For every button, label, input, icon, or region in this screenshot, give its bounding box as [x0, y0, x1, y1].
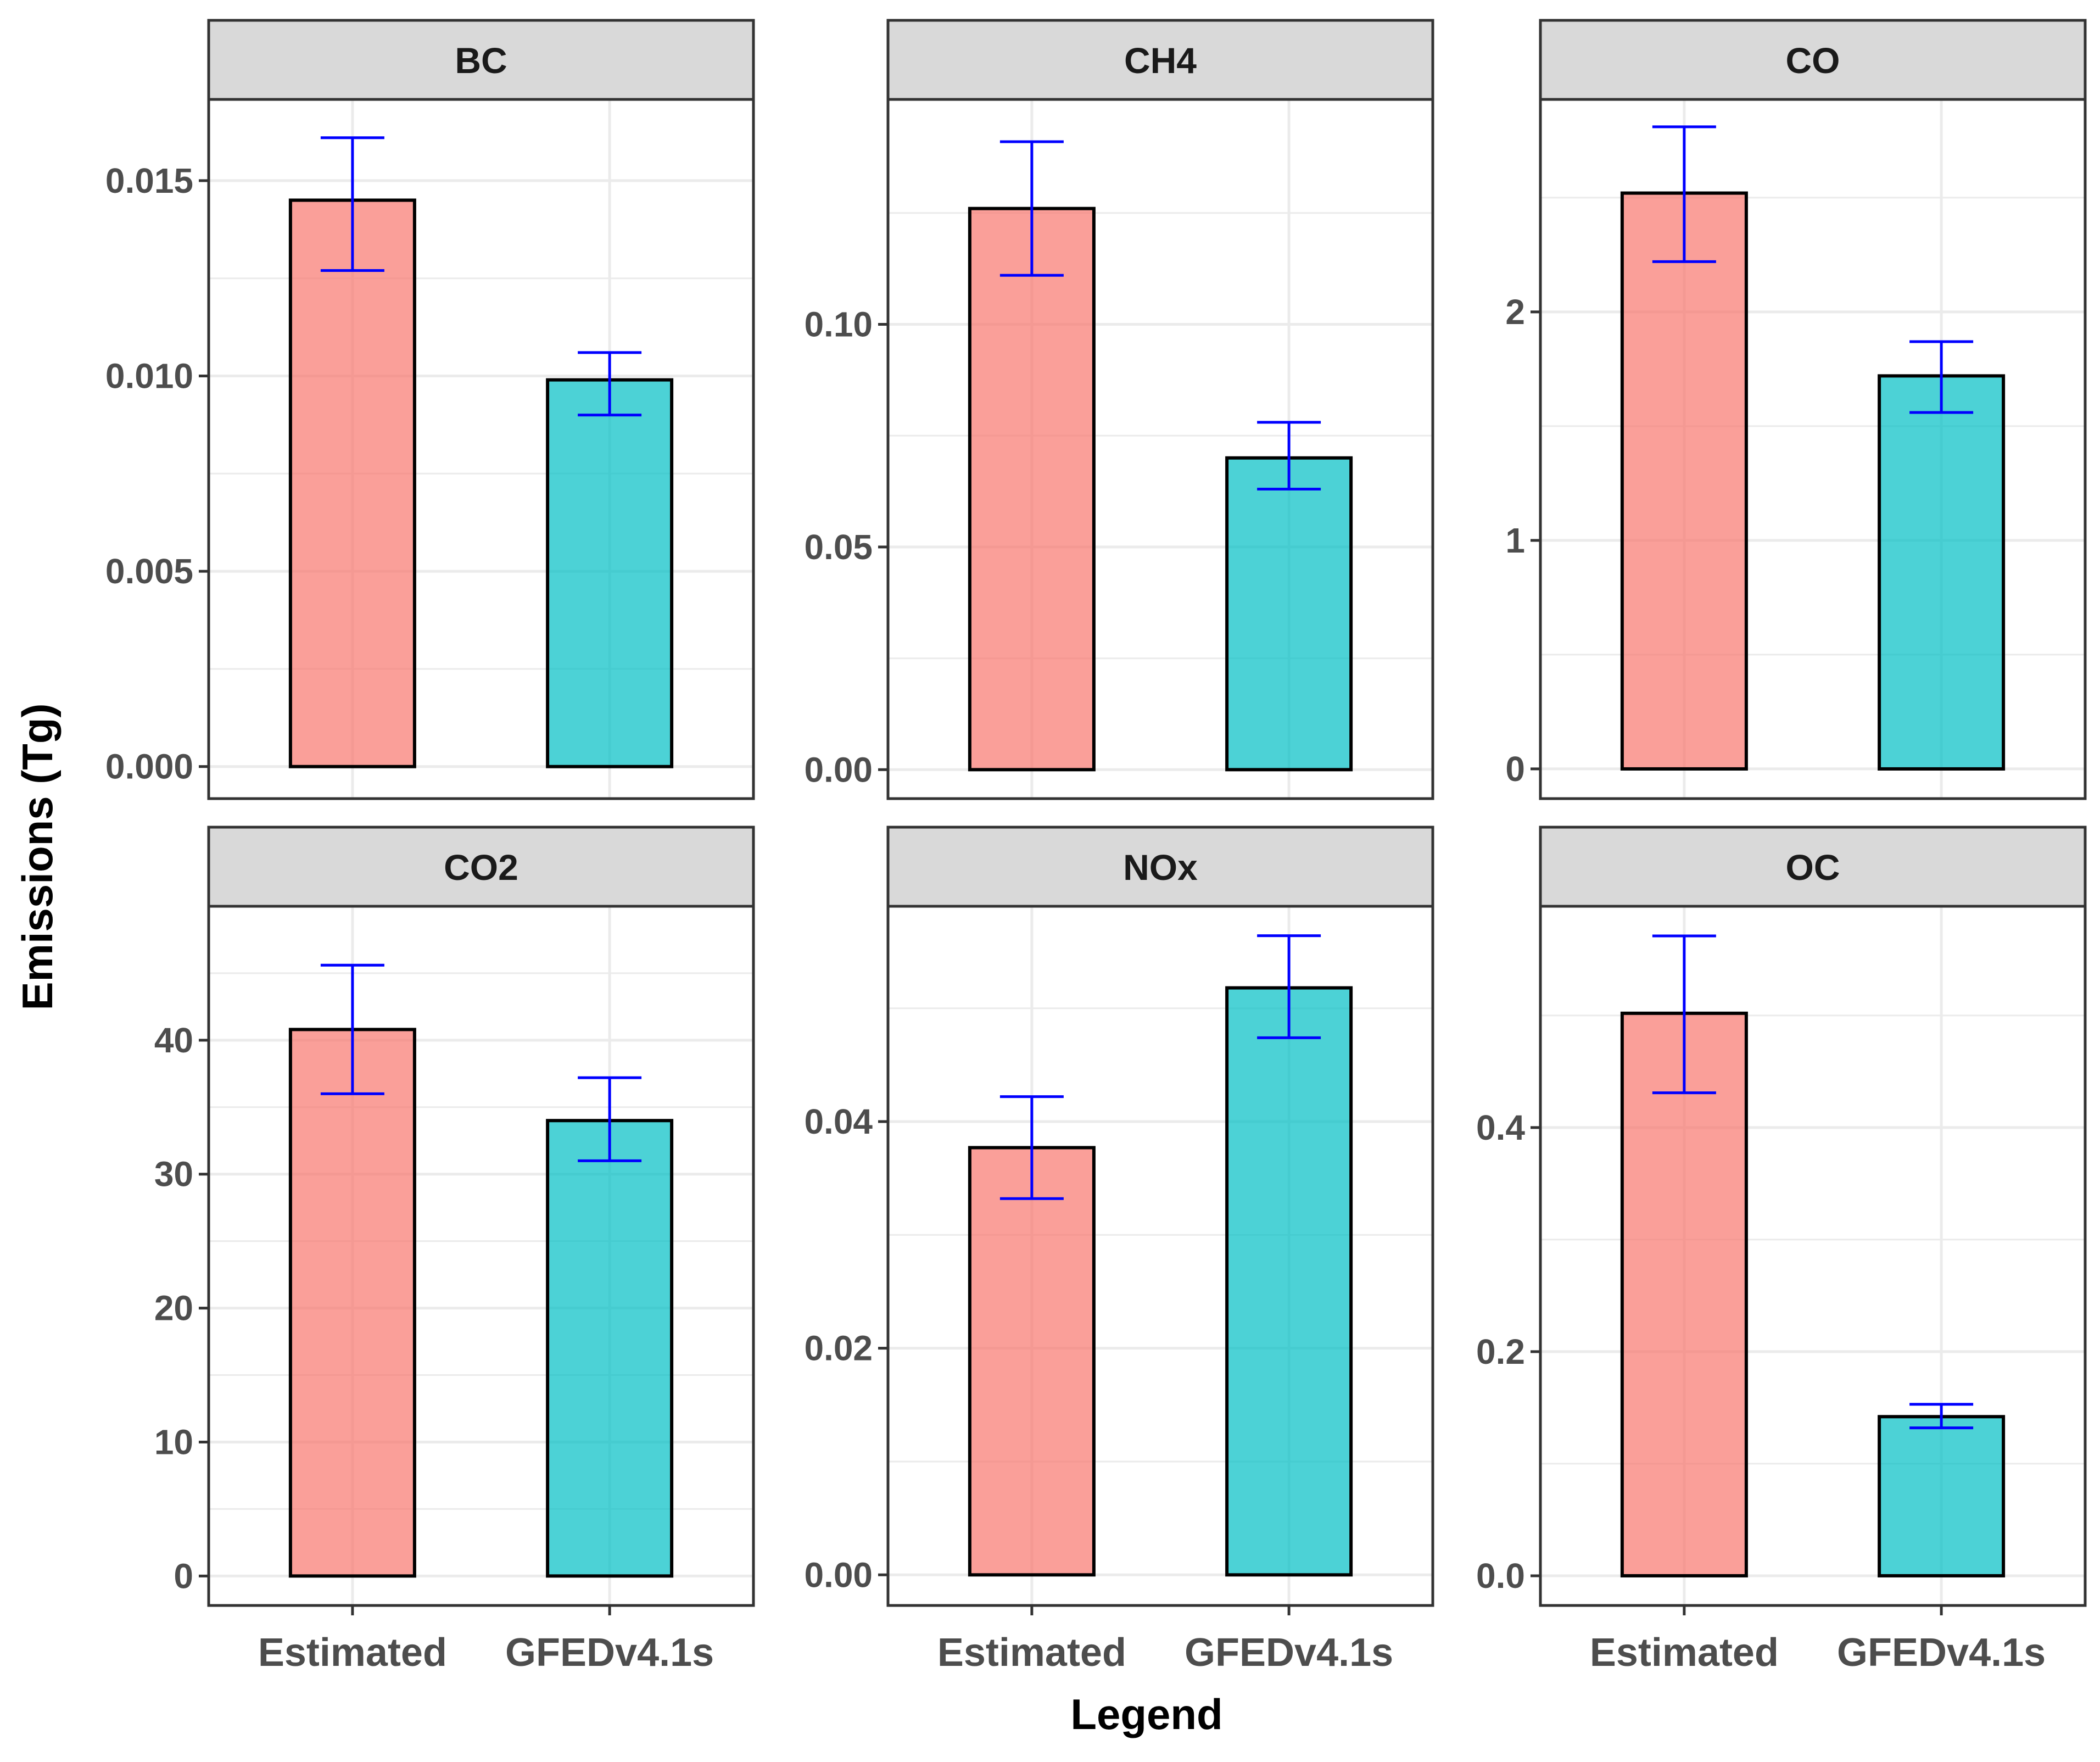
facet-strip — [886, 19, 1434, 101]
x-tick-label: Estimated — [258, 1631, 447, 1675]
facet-strip — [886, 826, 1434, 908]
error-bar — [999, 1095, 1064, 1200]
y-axis-title: Emissions (Tg) — [13, 703, 62, 1010]
facet-strip — [207, 826, 755, 908]
panel-bc: 0.000 0.005 0.010 0.015 BC — [105, 19, 755, 800]
error-bar — [578, 351, 642, 417]
bar-estimated — [1620, 1011, 1748, 1577]
bar-estimated — [968, 1146, 1096, 1577]
y-tick-label: 2 — [1505, 292, 1525, 332]
facet-title: BC — [455, 40, 507, 81]
y-tick-label: 0.00 — [804, 1555, 873, 1594]
bar-gfedv4-1s — [1225, 456, 1353, 772]
y-tick-label: 0.000 — [105, 747, 193, 787]
bar-gfedv4-1s — [546, 378, 674, 768]
y-tick-label: 0.04 — [804, 1102, 873, 1141]
panel-ch4: 0.00 0.05 0.10 CH4 — [804, 19, 1434, 800]
error-bar — [1257, 421, 1321, 490]
facet-title: OC — [1786, 847, 1840, 888]
panels: 0.0000.0050.0100.015BC0.000.050.10CH4012… — [105, 19, 2087, 1675]
y-tick-label: 0 — [174, 1556, 193, 1596]
error-bar — [320, 136, 384, 272]
y-tick-label: 0.02 — [804, 1329, 873, 1368]
y-tick-label: 30 — [154, 1155, 193, 1194]
facet-title: CO2 — [444, 847, 518, 888]
y-tick-label: 0.015 — [105, 161, 193, 200]
bar-estimated — [968, 207, 1096, 772]
x-tick-label: GFEDv4.1s — [1185, 1631, 1393, 1675]
panel-nox: 0.00 0.02 0.04 NOx Estimated GFEDv4.1s — [804, 826, 1434, 1675]
y-tick-label: 0 — [1505, 749, 1525, 789]
error-bar — [1652, 125, 1716, 263]
bar-estimated — [1620, 191, 1748, 771]
bar-gfedv4-1s — [546, 1119, 674, 1578]
error-bar — [1257, 934, 1321, 1039]
y-tick-label: 20 — [154, 1289, 193, 1328]
y-tick-label: 0.2 — [1476, 1332, 1525, 1371]
y-tick-label: 0.00 — [804, 750, 873, 789]
x-tick-label: GFEDv4.1s — [1837, 1631, 2046, 1675]
x-tick-label: Estimated — [937, 1631, 1126, 1675]
bar-estimated — [288, 1028, 416, 1578]
bar-gfedv4-1s — [1878, 374, 2006, 771]
bar-gfedv4-1s — [1225, 986, 1353, 1577]
x-tick-label: GFEDv4.1s — [505, 1631, 714, 1675]
x-tick-label: Estimated — [1590, 1631, 1779, 1675]
facet-strip — [207, 19, 755, 101]
error-bar — [1909, 340, 1974, 414]
panel-co: 0 1 2 CO — [1505, 19, 2087, 800]
facet-title: NOx — [1123, 847, 1198, 888]
y-tick-label: 0.0 — [1476, 1556, 1525, 1596]
y-tick-label: 0.05 — [804, 527, 873, 567]
facet-strip — [1539, 19, 2087, 101]
x-axis-title: Legend — [1070, 1690, 1222, 1738]
error-bar — [578, 1076, 642, 1162]
y-tick-label: 0.005 — [105, 551, 193, 591]
bar-gfedv4-1s — [1878, 1415, 2006, 1577]
error-bar — [1652, 934, 1716, 1095]
panel-oc: 0.0 0.2 0.4 OC Estimated GFEDv4.1s — [1476, 826, 2087, 1675]
error-bar — [999, 140, 1064, 277]
facet-title: CH4 — [1124, 40, 1197, 81]
y-tick-label: 0.10 — [804, 304, 873, 344]
y-tick-label: 10 — [154, 1422, 193, 1462]
facet-strip — [1539, 826, 2087, 908]
error-bar — [320, 963, 384, 1095]
bar-estimated — [288, 198, 416, 768]
y-tick-label: 1 — [1505, 521, 1525, 560]
y-tick-label: 0.010 — [105, 356, 193, 396]
error-bar — [1909, 1403, 1974, 1430]
facet-title: CO — [1786, 40, 1840, 81]
y-tick-label: 40 — [154, 1021, 193, 1060]
y-tick-label: 0.4 — [1476, 1108, 1525, 1147]
panel-co2: 0 10 20 30 40 CO2 Estimated GFEDv4.1s — [154, 826, 755, 1675]
